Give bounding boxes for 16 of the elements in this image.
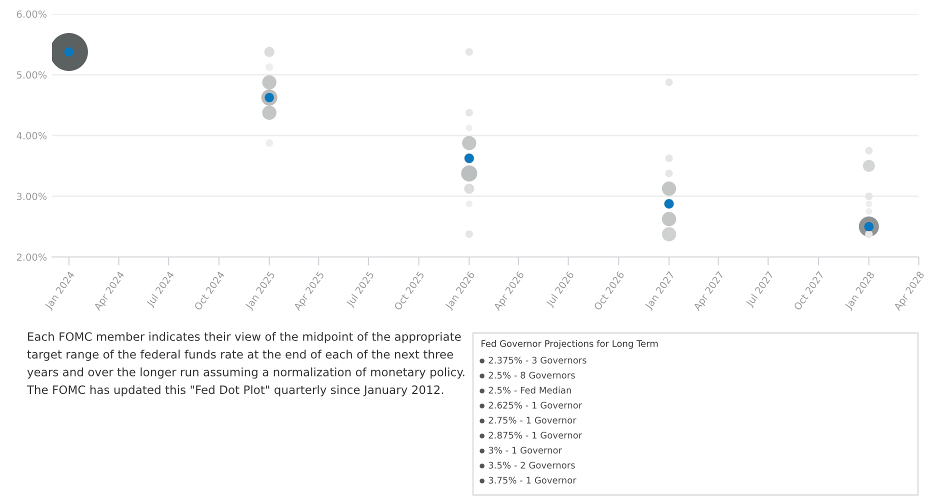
text: 2.625% - 1 Governor <box>488 402 582 409</box>
text: 2.5% - Fed Median <box>488 386 571 394</box>
text: 3% - 1 Governor <box>488 446 562 454</box>
y-tick-label: 5.00% <box>16 71 47 79</box>
text: 2.75% - 1 Governor <box>488 416 576 424</box>
text: 3.75% - 1 Governor <box>488 476 576 484</box>
y-tick-label: 3.00% <box>16 192 47 200</box>
text: Each FOMC member indicates their view of the midpoint of the appropriate target range of the federal funds rate at the end of each of the next three years and over the longer run assuming a normalization of monetary policy. The FOMC has updated this "Fed Dot Plot" quarterly since January 2012. <box>26 332 464 396</box>
y-tick-label: 2.00% <box>16 253 47 261</box>
y-tick-label: 6.00% <box>16 10 47 18</box>
text: 3.5% - 2 Governors <box>488 462 575 469</box>
text: 2.5% - 8 Governors <box>488 372 575 379</box>
text: 2.875% - 1 Governor <box>488 432 582 439</box>
text: Fed Governor Projections for Long Term <box>482 340 658 349</box>
y-tick-label: 4.00% <box>16 132 47 140</box>
text: 2.375% - 3 Governors <box>488 356 586 364</box>
